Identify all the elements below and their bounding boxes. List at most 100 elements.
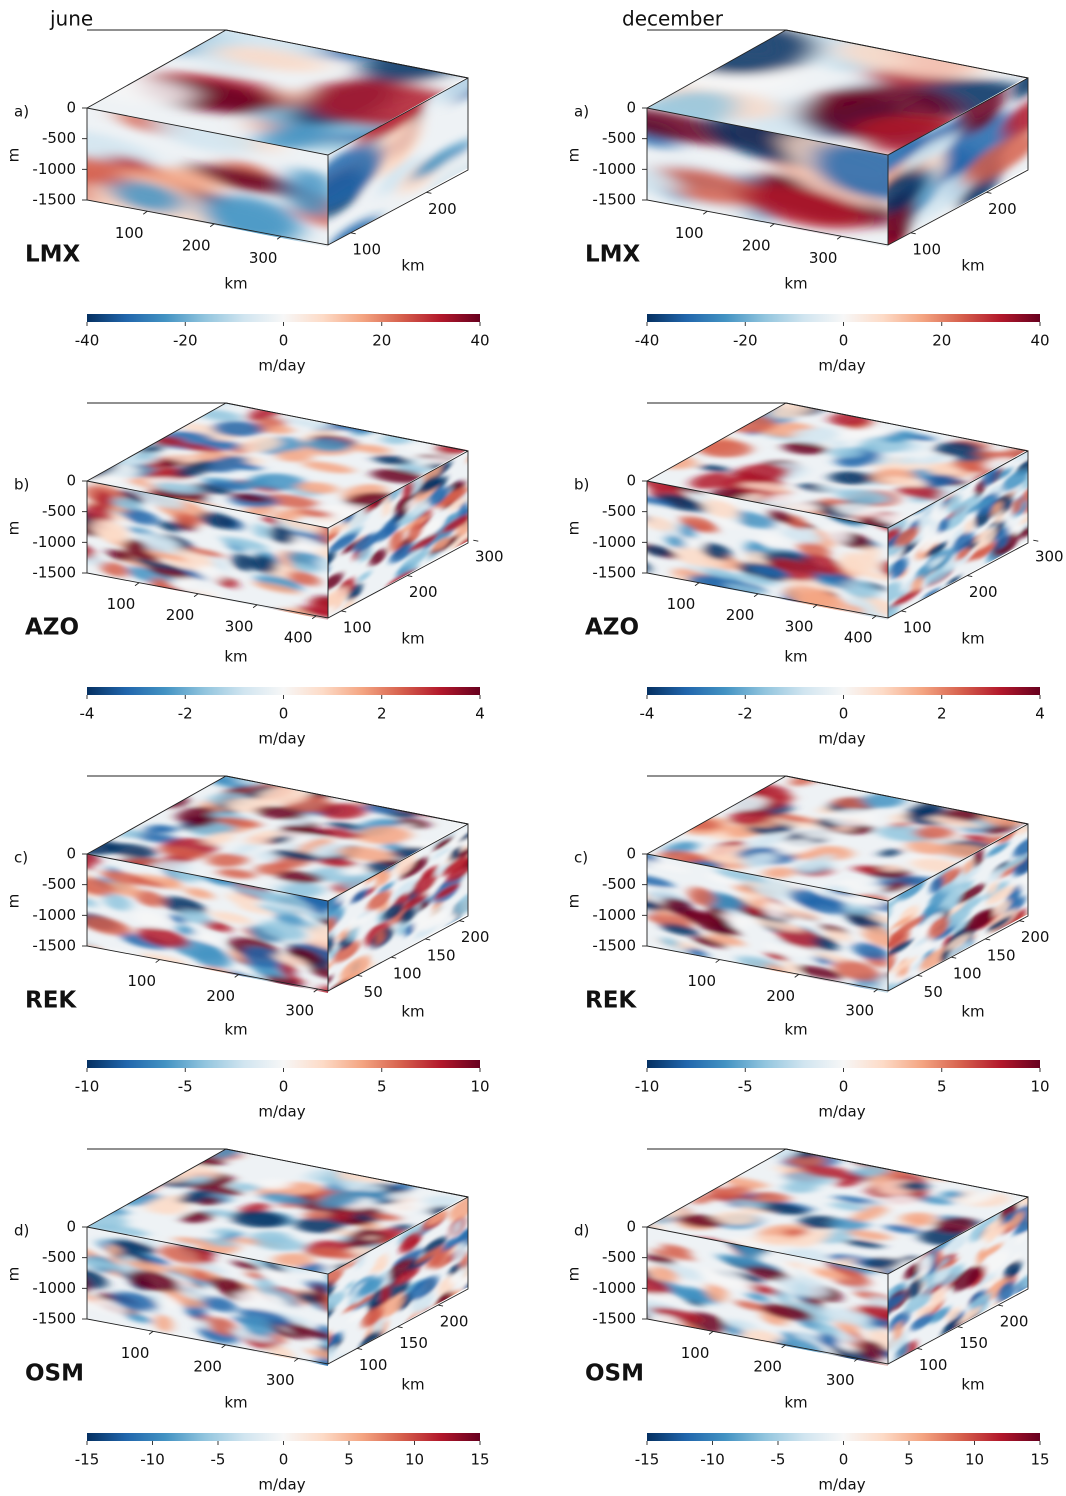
y-tick-label: 100	[352, 240, 381, 258]
z-tick-label: 0	[626, 472, 636, 490]
blob	[698, 922, 741, 936]
blob	[841, 579, 879, 599]
panel-label: d)	[14, 1222, 29, 1240]
blob	[137, 927, 189, 948]
blob	[279, 960, 296, 977]
blob	[154, 1295, 180, 1309]
blob	[178, 443, 224, 454]
blob	[147, 565, 190, 579]
y-tick-label: 150	[987, 946, 1016, 964]
box-frame	[87, 1148, 469, 1198]
face-blobs	[888, 451, 1028, 619]
blob	[649, 1266, 678, 1283]
blob	[837, 1343, 857, 1352]
blob	[733, 573, 775, 586]
y-axis-label: km	[401, 1003, 424, 1021]
face-texture	[647, 30, 1028, 156]
colorbar-tick-label: 5	[937, 1078, 947, 1096]
blob	[888, 1293, 905, 1313]
blob	[930, 504, 941, 522]
y-axis-label: km	[961, 1376, 984, 1394]
blob	[890, 557, 908, 579]
blob	[340, 867, 367, 876]
blob	[718, 1184, 753, 1199]
blob	[900, 1212, 936, 1224]
blob	[459, 826, 468, 842]
colorbar-label: m/day	[258, 1476, 305, 1494]
blob	[87, 896, 97, 908]
blob	[311, 843, 348, 858]
blob	[1013, 836, 1028, 857]
blob	[986, 1278, 1011, 1300]
blob	[904, 1263, 920, 1280]
blob	[411, 1290, 435, 1313]
blob	[140, 493, 185, 509]
blob	[655, 493, 707, 512]
colorbar-tick-label: 0	[839, 1078, 849, 1096]
blob	[328, 587, 349, 613]
blob	[400, 549, 431, 568]
blob	[239, 1308, 291, 1326]
blob	[753, 1191, 791, 1202]
blob	[87, 937, 99, 947]
blob	[349, 1228, 375, 1240]
blob	[649, 1293, 673, 1302]
blob	[135, 533, 181, 549]
colorbar-tick-label: 0	[279, 1078, 289, 1096]
blob	[419, 911, 449, 932]
colorbar	[647, 1433, 1040, 1441]
x-tick-label: 300	[266, 1371, 295, 1389]
blob	[952, 531, 974, 555]
blob	[87, 150, 126, 186]
blob	[759, 533, 784, 546]
blob	[240, 436, 281, 453]
blob	[888, 581, 902, 605]
blob	[343, 1294, 374, 1313]
blob	[679, 523, 696, 539]
blob	[921, 524, 932, 541]
blob	[319, 857, 356, 868]
blob	[103, 893, 132, 911]
y-tick	[967, 575, 973, 577]
blob	[797, 965, 843, 980]
y-tick-label: 100	[953, 965, 982, 983]
colorbar-tick-label: -10	[75, 1078, 100, 1096]
blob	[920, 454, 946, 466]
blob	[955, 548, 970, 561]
colorbar-tick-label: 0	[279, 1451, 289, 1469]
blob	[778, 1276, 829, 1298]
colorbar-label: m/day	[258, 357, 305, 375]
blob	[197, 1249, 213, 1264]
blob	[858, 1340, 886, 1360]
z-axis-label: m	[565, 894, 583, 909]
face	[888, 451, 1028, 619]
colorbar-tick-label: 10	[405, 1451, 424, 1469]
blob	[923, 474, 958, 487]
face-blobs	[647, 854, 889, 994]
face-texture	[647, 108, 889, 248]
blob	[263, 494, 318, 509]
x-axis-label: km	[784, 275, 807, 293]
blob	[899, 1181, 929, 1191]
blob	[374, 1254, 389, 1273]
blob	[311, 1283, 329, 1304]
blob	[738, 184, 867, 230]
x-axis-label: km	[224, 1394, 247, 1412]
blob	[983, 1250, 1010, 1272]
blob	[716, 1254, 764, 1268]
face-texture	[888, 451, 1028, 619]
blob	[372, 522, 400, 543]
blob	[723, 583, 767, 595]
z-tick-label: 0	[66, 1218, 76, 1236]
y-axis-label: km	[401, 630, 424, 648]
y-tick	[425, 938, 431, 941]
blob	[356, 1277, 384, 1298]
box-frame	[647, 775, 1029, 825]
blob	[276, 870, 323, 884]
blob	[317, 985, 329, 994]
y-tick	[341, 610, 347, 613]
blob	[231, 1210, 288, 1228]
x-axis-label: km	[224, 275, 247, 293]
box-edge	[887, 450, 1029, 619]
y-tick	[459, 920, 465, 923]
